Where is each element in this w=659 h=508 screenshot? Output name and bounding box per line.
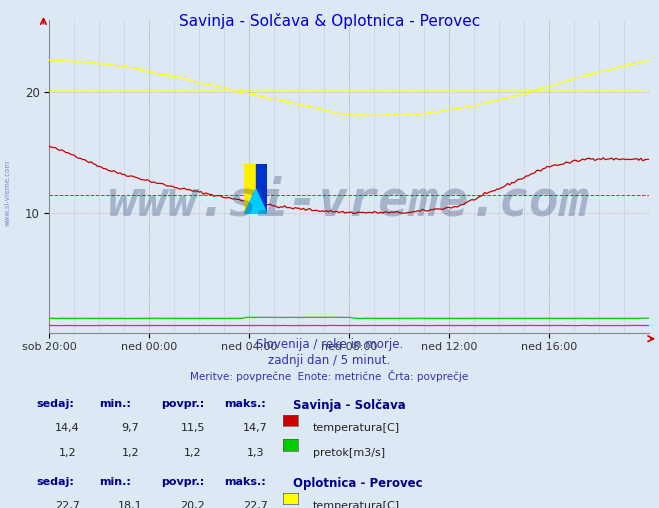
Text: www.si-vreme.com: www.si-vreme.com [5, 160, 11, 226]
Text: maks.:: maks.: [224, 399, 266, 409]
Text: 1,3: 1,3 [246, 448, 264, 458]
Text: zadnji dan / 5 minut.: zadnji dan / 5 minut. [268, 354, 391, 367]
Text: povpr.:: povpr.: [161, 399, 205, 409]
Text: 22,7: 22,7 [243, 501, 268, 508]
Text: Slovenija / reke in morje.: Slovenija / reke in morje. [256, 338, 403, 351]
Text: 1,2: 1,2 [184, 448, 202, 458]
Text: 18,1: 18,1 [118, 501, 142, 508]
Text: temperatura[C]: temperatura[C] [313, 423, 400, 433]
Text: 14,4: 14,4 [55, 423, 80, 433]
Text: 9,7: 9,7 [121, 423, 139, 433]
Text: Savinja - Solčava: Savinja - Solčava [293, 399, 406, 412]
Text: sedaj:: sedaj: [36, 399, 74, 409]
Text: 1,2: 1,2 [59, 448, 76, 458]
Text: 22,7: 22,7 [55, 501, 80, 508]
Text: Oplotnica - Perovec: Oplotnica - Perovec [293, 477, 423, 490]
Text: pretok[m3/s]: pretok[m3/s] [313, 448, 385, 458]
Text: maks.:: maks.: [224, 477, 266, 487]
Text: min.:: min.: [99, 399, 130, 409]
Text: temperatura[C]: temperatura[C] [313, 501, 400, 508]
Text: 20,2: 20,2 [181, 501, 205, 508]
Text: povpr.:: povpr.: [161, 477, 205, 487]
Text: min.:: min.: [99, 477, 130, 487]
Text: Meritve: povprečne  Enote: metrične  Črta: povprečje: Meritve: povprečne Enote: metrične Črta:… [190, 370, 469, 383]
Text: 1,2: 1,2 [121, 448, 139, 458]
Text: 11,5: 11,5 [181, 423, 205, 433]
Text: 14,7: 14,7 [243, 423, 268, 433]
Text: sedaj:: sedaj: [36, 477, 74, 487]
Text: Savinja - Solčava & Oplotnica - Perovec: Savinja - Solčava & Oplotnica - Perovec [179, 13, 480, 28]
Text: www.si-vreme.com: www.si-vreme.com [108, 177, 590, 226]
